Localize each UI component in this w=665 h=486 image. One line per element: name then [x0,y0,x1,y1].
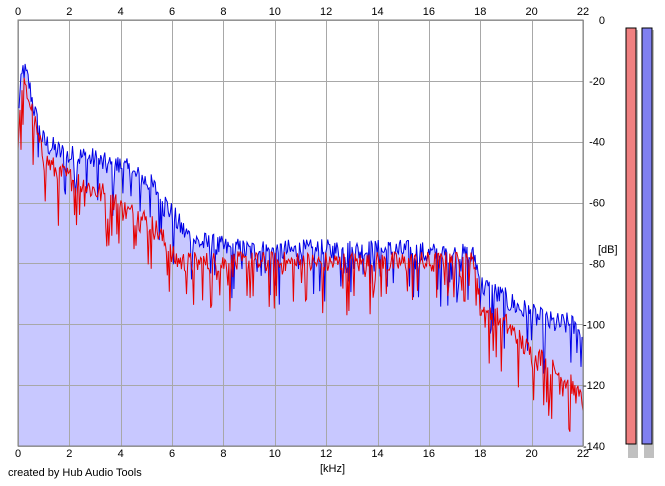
x-tick-label-top: 16 [423,6,435,18]
x-tick-label-top: 14 [371,6,383,18]
x-tick-label-top: 18 [474,6,486,18]
x-tick-label-top: 10 [269,6,281,18]
x-tick-label-bottom: 20 [526,448,538,460]
x-tick-label-bottom: 16 [423,448,435,460]
x-tick-label-bottom: 0 [15,448,21,460]
series-line-2 [17,77,584,432]
x-tick-label-top: 2 [66,6,72,18]
y-axis-label: [dB] [598,244,618,256]
x-tick-label-top: 22 [577,6,589,18]
level-meter-1 [625,27,637,445]
x-tick-label-bottom: 22 [577,448,589,460]
y-tick-labels: 0 -20 -40 -60 -80 -100 -120 -140 [583,15,605,453]
y-tick-label: -120 [583,380,605,392]
x-tick-label-top: 4 [118,6,124,18]
series-layer [17,63,584,432]
y-tick-label: 0 [599,15,605,27]
x-tick-label-bottom: 8 [220,448,226,460]
credit-text: created by Hub Audio Tools [8,467,142,479]
y-tick-label: -100 [583,319,605,331]
y-tick-label: -140 [583,441,605,453]
x-tick-label-bottom: 18 [474,448,486,460]
x-tick-label-bottom: 10 [269,448,281,460]
x-tick-label-bottom: 6 [169,448,175,460]
x-tick-labels-bottom: 0 2 4 6 8 10 12 14 16 18 20 22 [15,448,589,460]
x-tick-label-top: 20 [526,6,538,18]
level-meter-2 [641,27,653,445]
x-tick-label-top: 12 [320,6,332,18]
x-tick-label-bottom: 14 [371,448,383,460]
level-meters [625,27,654,458]
x-tick-labels-top: 0 2 4 6 8 10 12 14 16 18 20 22 [15,6,589,18]
x-tick-label-bottom: 2 [66,448,72,460]
x-tick-label-top: 6 [169,6,175,18]
plot-frame [17,19,584,447]
x-tick-label-bottom: 4 [118,448,124,460]
y-tick-label: -20 [589,76,605,88]
spectrum-fill-area [18,63,583,447]
y-tick-label: -60 [589,198,605,210]
x-tick-label-bottom: 12 [320,448,332,460]
y-tick-label: -40 [589,137,605,149]
x-axis-label: [kHz] [320,463,345,475]
series-line-1 [17,63,584,374]
x-tick-label-top: 8 [220,6,226,18]
y-tick-label: -80 [589,258,605,270]
x-tick-label-top: 0 [15,6,21,18]
